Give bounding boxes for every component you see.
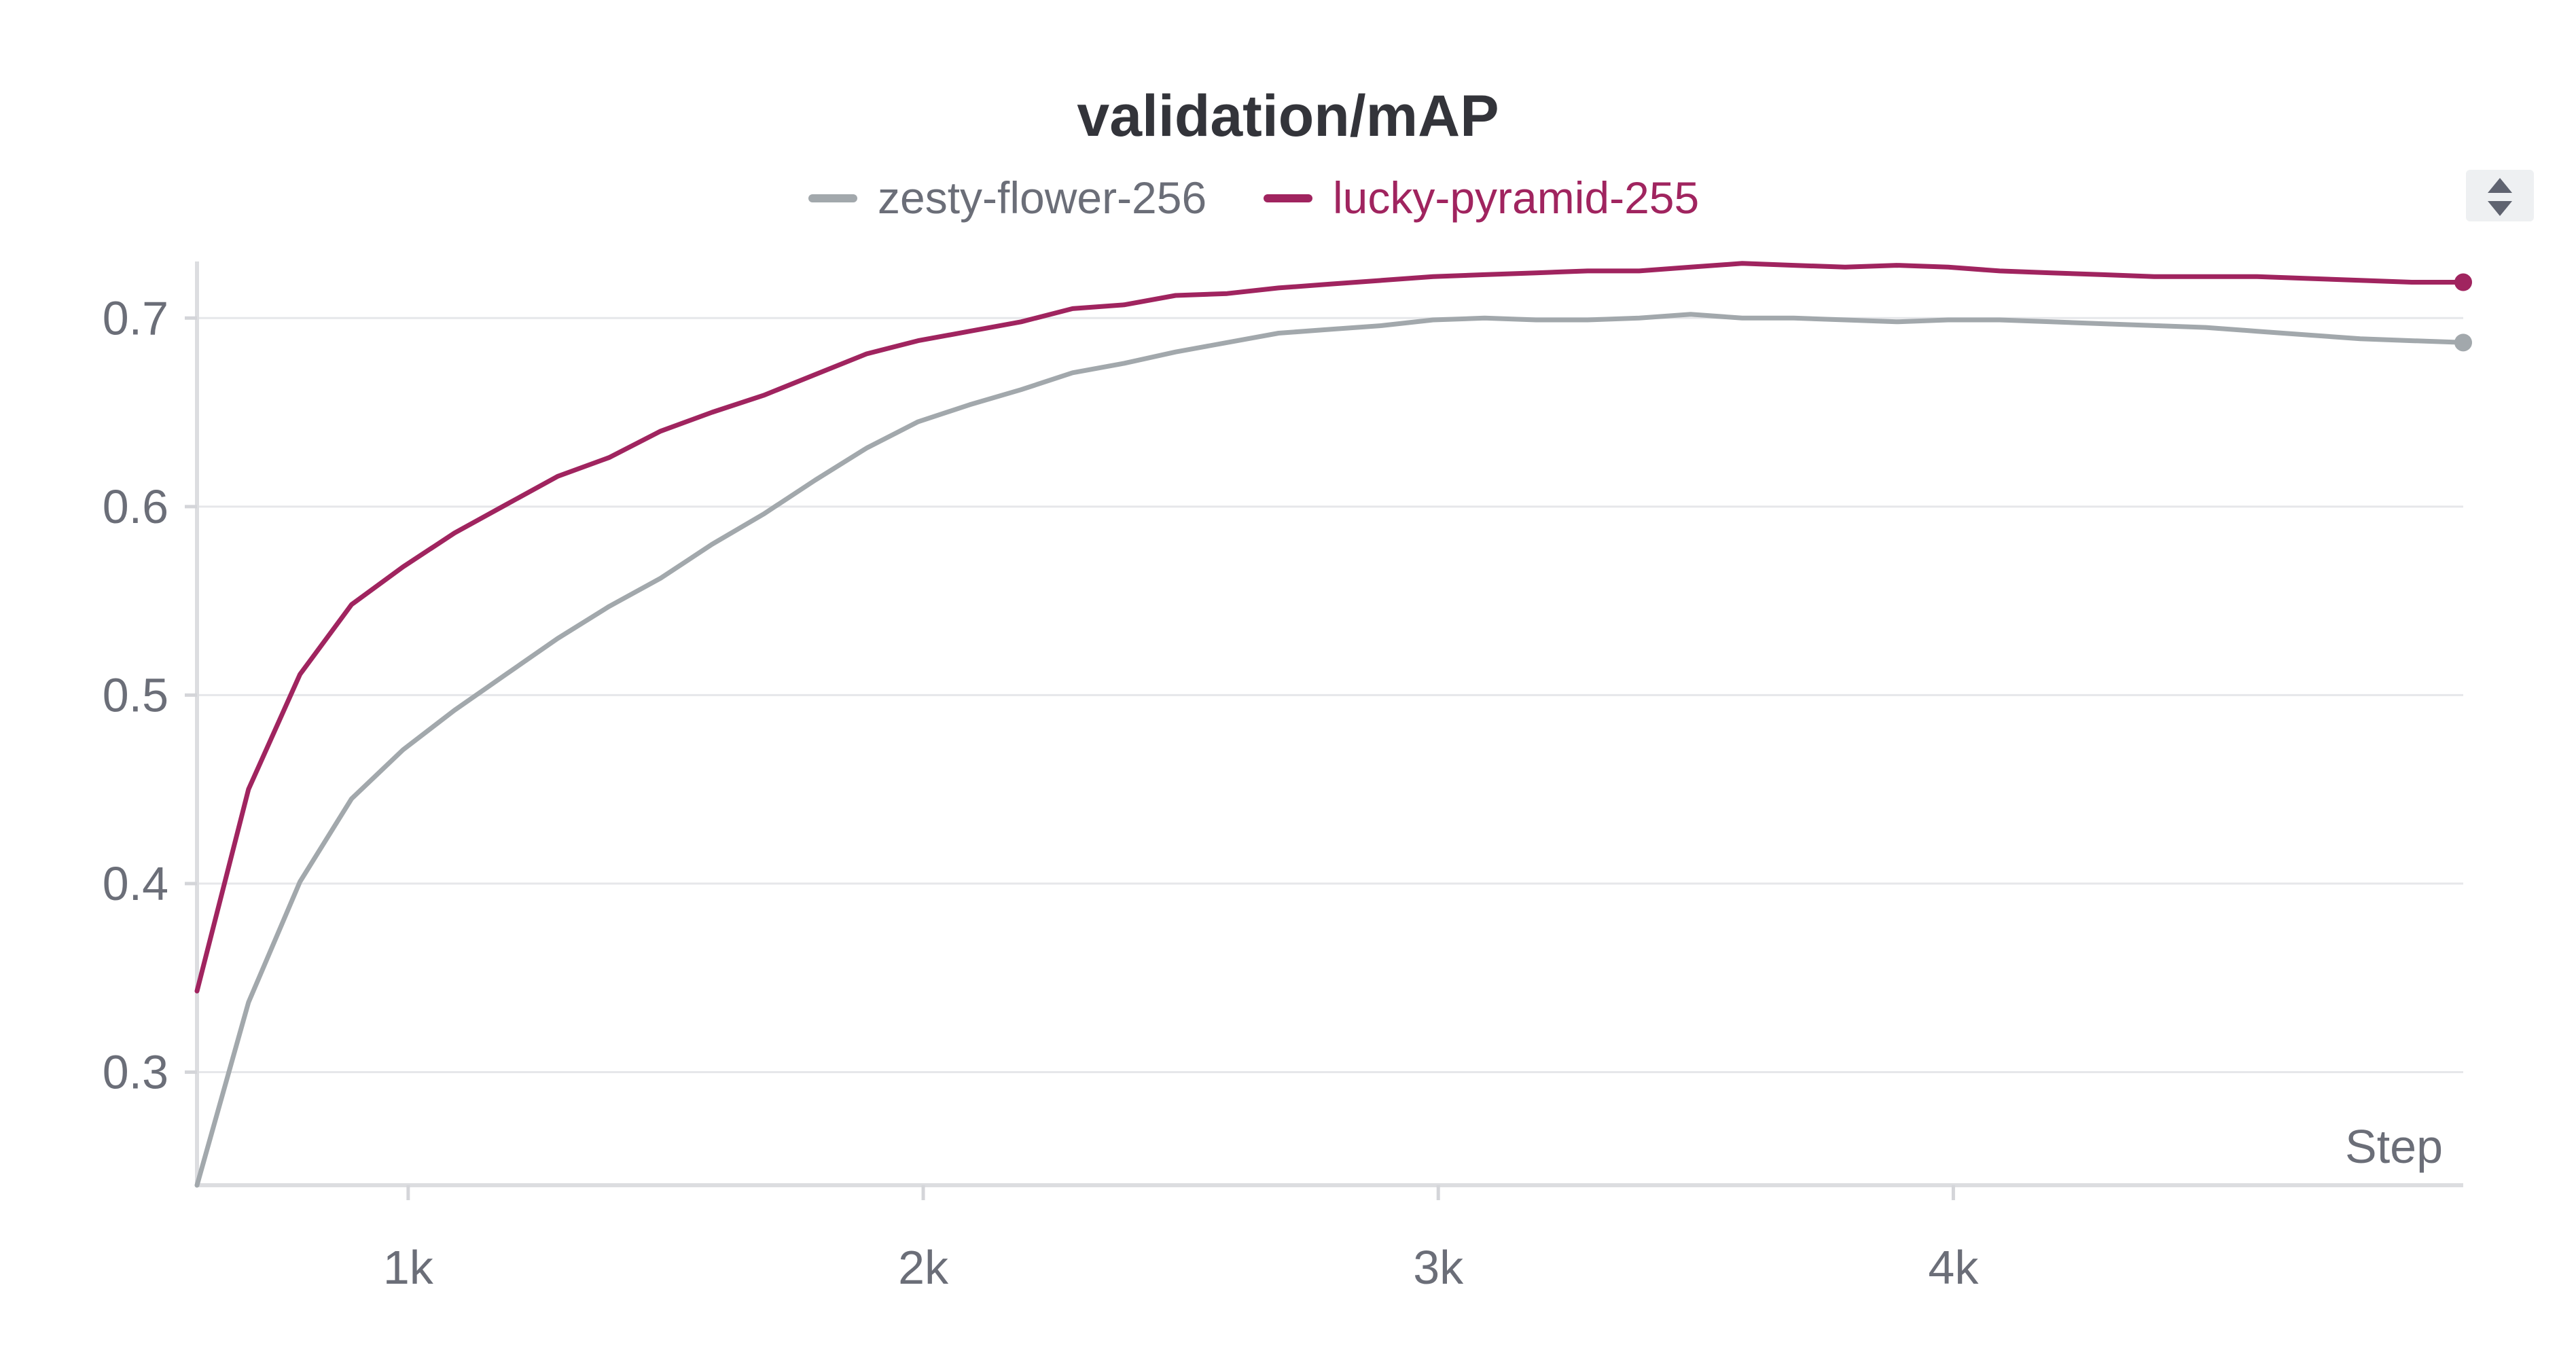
legend-item-zesty-flower-256[interactable]: zesty-flower-256 (808, 173, 1206, 223)
legend-item-lucky-pyramid-255[interactable]: lucky-pyramid-255 (1264, 173, 1699, 223)
axes (195, 261, 2463, 1187)
x-axis-ticks: 1k 2k 3k 4k (383, 1185, 1979, 1294)
x-tick-label: 2k (898, 1241, 949, 1294)
x-tick-label: 1k (383, 1241, 434, 1294)
scroll-down-icon[interactable] (2488, 201, 2512, 216)
y-tick-label: 0.4 (103, 857, 168, 910)
legend: zesty-flower-256 lucky-pyramid-255 (808, 173, 1699, 223)
x-axis-title: Step (2345, 1120, 2443, 1173)
series-lines (194, 261, 2472, 1188)
series-line-lucky-pyramid-255[interactable] (194, 261, 2466, 994)
gridlines (197, 317, 2463, 1073)
legend-label-lucky-pyramid-255: lucky-pyramid-255 (1333, 173, 1699, 223)
series-endpoint-lucky-pyramid-255[interactable] (2454, 273, 2472, 291)
y-axis-ticks: 0.3 0.4 0.5 0.6 0.7 (103, 291, 197, 1098)
x-tick-label: 3k (1413, 1241, 1464, 1294)
scroll-up-icon[interactable] (2488, 178, 2512, 193)
legend-scroll-background (2466, 170, 2534, 221)
legend-scroll-button[interactable] (2466, 170, 2534, 221)
y-tick-label: 0.3 (103, 1045, 168, 1098)
legend-label-zesty-flower-256: zesty-flower-256 (878, 173, 1206, 223)
y-tick-label: 0.6 (103, 480, 168, 533)
series-line-zesty-flower-256[interactable] (194, 312, 2466, 1188)
series-endpoint-zesty-flower-256[interactable] (2454, 333, 2472, 352)
y-tick-label: 0.5 (103, 668, 168, 721)
y-tick-label: 0.7 (103, 291, 168, 344)
x-tick-label: 4k (1928, 1241, 1979, 1294)
chart-title: validation/mAP (1077, 84, 1499, 149)
